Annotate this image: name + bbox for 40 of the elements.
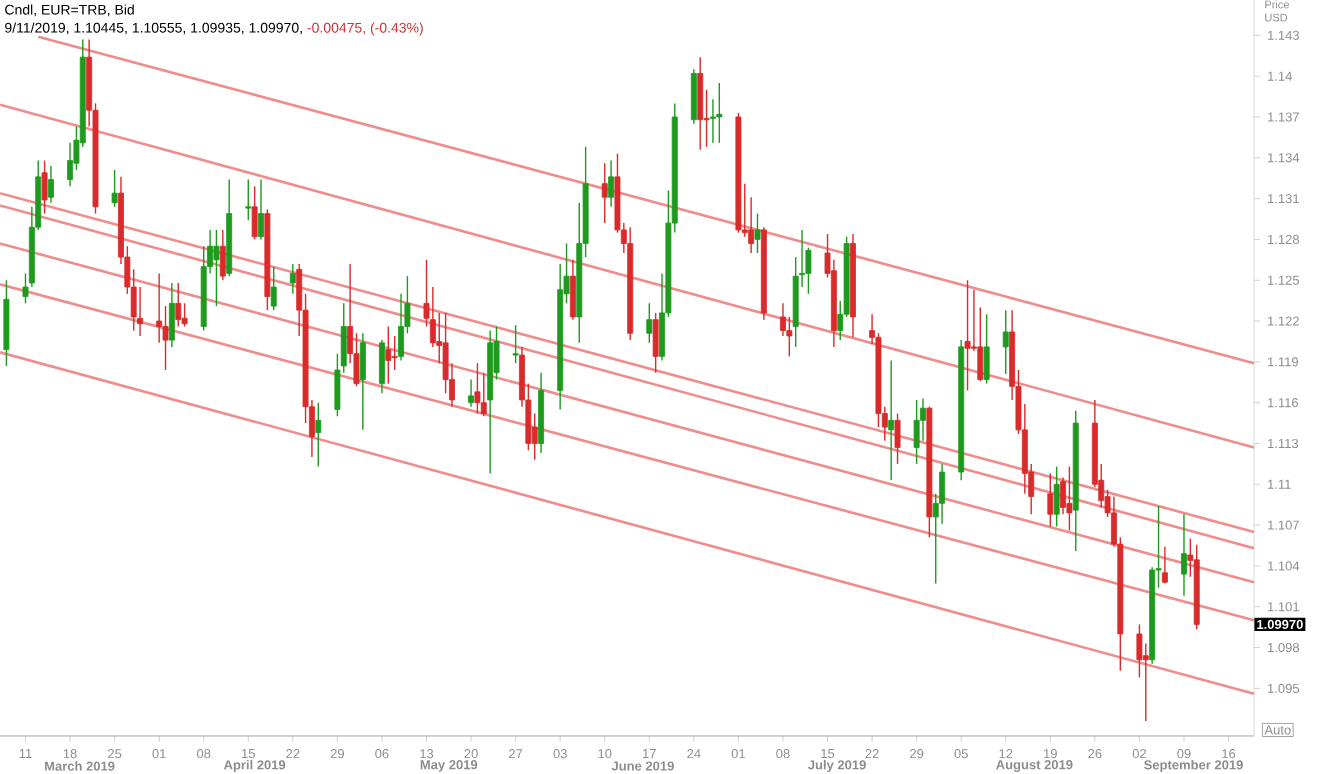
candlestick — [385, 325, 392, 385]
candlestick — [270, 265, 277, 311]
candlestick — [569, 259, 576, 321]
candlestick — [391, 335, 398, 371]
candlestick — [315, 401, 322, 468]
candlestick — [379, 339, 385, 394]
candlestick — [111, 169, 118, 208]
candlestick — [1181, 513, 1187, 597]
candlestick — [716, 82, 723, 144]
candlestick — [697, 56, 704, 151]
candlestick — [1053, 465, 1060, 528]
candlestick — [964, 279, 971, 392]
candlestick — [894, 412, 901, 465]
candlestick — [1002, 309, 1009, 375]
candlestick — [245, 178, 252, 222]
candlestick — [48, 165, 54, 204]
candlestick — [1047, 472, 1054, 528]
candlestick — [888, 359, 895, 481]
candlestick — [175, 282, 182, 328]
candlestick — [608, 159, 615, 208]
candlestick — [258, 178, 264, 241]
candlestick — [289, 263, 296, 295]
candlestick — [1066, 465, 1073, 532]
candlestick — [359, 332, 366, 431]
candlestick — [474, 362, 481, 415]
candlestick — [512, 324, 519, 364]
candlestick — [690, 68, 697, 125]
candlestick — [983, 313, 990, 385]
candlestick — [1161, 546, 1168, 585]
candlestick — [251, 185, 258, 241]
candlestick — [646, 302, 653, 344]
candlestick — [913, 399, 920, 465]
candlestick — [219, 229, 226, 281]
candlestick — [468, 378, 475, 408]
candlestick — [213, 229, 220, 307]
candlestick — [168, 282, 175, 348]
candlestick — [754, 212, 761, 254]
candlestick — [652, 312, 659, 374]
candlestick — [41, 159, 48, 215]
candlestick — [601, 162, 608, 224]
